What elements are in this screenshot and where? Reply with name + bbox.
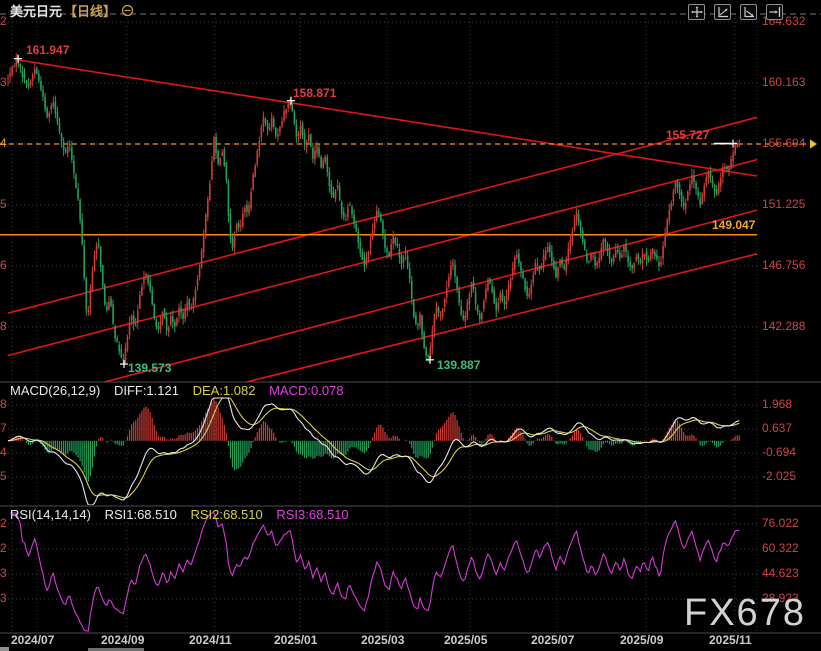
fit-right-axis-button[interactable] [740, 4, 757, 20]
macd-indicator-name: MACD(26,12,9) [10, 383, 101, 398]
trendlines [7, 59, 758, 382]
rsi1-value: RSI1:68.510 [104, 507, 177, 522]
ascending-channel-2[interactable] [7, 158, 758, 357]
collapse-indicator-icon[interactable] [121, 4, 134, 17]
dea-line [7, 397, 740, 499]
current-price-arrow-icon [810, 139, 817, 149]
shift-right-button[interactable] [766, 4, 783, 20]
rsi-header: RSI(14,14,14) RSI1:68.510 RSI2:68.510 RS… [10, 507, 359, 522]
fit-right-axis-icon [743, 7, 754, 18]
dif-line [7, 397, 740, 505]
fx678-watermark: FX678 [684, 592, 806, 634]
macd-dea-value: DEA:1.082 [192, 383, 256, 398]
swing-markers [14, 54, 737, 369]
rsi-indicator-name: RSI(14,14,14) [10, 507, 91, 522]
pan-tool-button[interactable] [688, 4, 705, 20]
pan-icon [691, 6, 702, 18]
macd-diff-value: DIFF:1.121 [113, 383, 179, 398]
fit-left-axis-button[interactable] [714, 4, 731, 20]
rsi3-value: RSI3:68.510 [276, 507, 349, 522]
period-label: 【日线】 [64, 4, 117, 19]
scrollbar-corner[interactable] [0, 647, 9, 651]
macd-plot [7, 397, 740, 505]
symbol-name: 美元日元 [10, 4, 63, 19]
ascending-channel-4[interactable] [245, 253, 758, 382]
ascending-channel-3[interactable] [103, 209, 758, 382]
rsi-plot [10, 512, 740, 632]
shift-right-icon [769, 7, 780, 17]
macd-header: MACD(26,12,9) DIFF:1.121 DEA:1.082 MACD:… [10, 383, 354, 398]
candlesticks [7, 53, 741, 365]
descending-resistance[interactable] [17, 59, 758, 177]
chart-toolbar [688, 4, 783, 20]
ascending-channel-1[interactable] [7, 116, 758, 314]
macd-macd-value: MACD:0.078 [269, 383, 344, 398]
rsi-line [10, 512, 740, 632]
chart-title: 美元日元 【日线】 [10, 1, 134, 20]
scrollbar-thumb[interactable] [88, 648, 144, 651]
rsi2-value: RSI2:68.510 [190, 507, 263, 522]
fit-left-axis-icon [717, 7, 728, 18]
